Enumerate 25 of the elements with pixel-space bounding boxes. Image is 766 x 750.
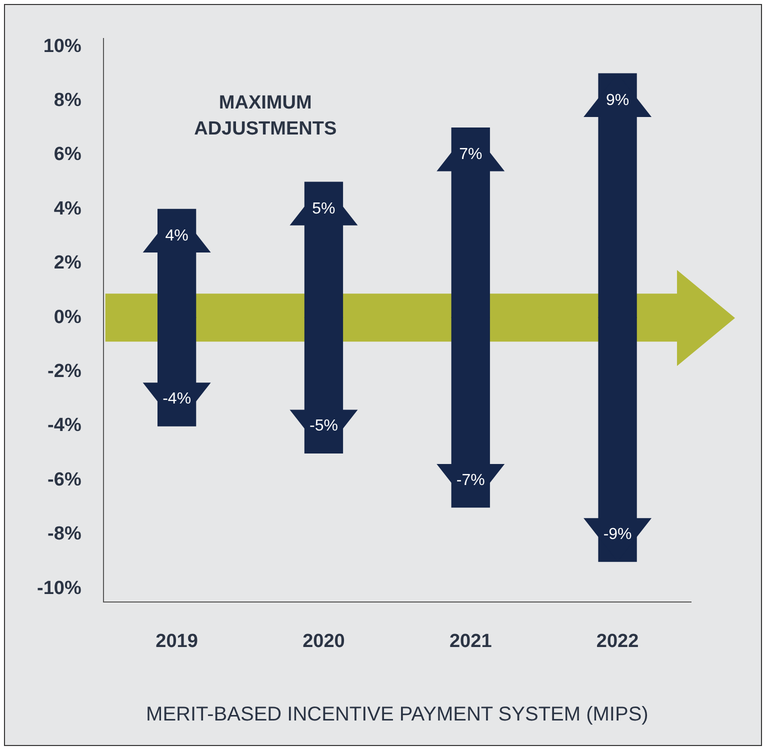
y-tick-label: 6% xyxy=(54,144,82,166)
y-tick-label: 0% xyxy=(54,306,82,328)
y-tick-label: -10% xyxy=(36,578,82,599)
y-tick-label: 4% xyxy=(54,198,82,220)
y-tick-label: -6% xyxy=(48,469,82,490)
data-label: 9% xyxy=(606,92,630,109)
x-tick-label: 2021 xyxy=(449,630,492,652)
y-tick-label: -2% xyxy=(48,361,82,382)
data-label: -9% xyxy=(603,526,632,544)
x-tick-label: 2019 xyxy=(156,630,198,652)
y-tick-label: 2% xyxy=(54,252,82,274)
y-tick-label: -4% xyxy=(48,415,82,436)
data-label: -7% xyxy=(456,472,485,489)
y-tick-label: -8% xyxy=(48,524,82,545)
data-label: 4% xyxy=(165,227,188,244)
data-label: -5% xyxy=(309,418,338,435)
y-tick-label: 8% xyxy=(54,90,82,111)
x-axis-title: MERIT-BASED INCENTIVE PAYMENT SYSTEM (MIPS) xyxy=(146,704,648,726)
y-tick-label: 10% xyxy=(43,36,82,57)
annotation: MAXIMUM ADJUSTMENTS xyxy=(194,92,337,140)
x-tick-label: 2020 xyxy=(302,630,345,652)
data-label: 5% xyxy=(312,200,336,218)
data-label: 7% xyxy=(459,146,482,164)
x-tick-label: 2022 xyxy=(596,630,639,652)
data-label: -4% xyxy=(162,390,192,408)
